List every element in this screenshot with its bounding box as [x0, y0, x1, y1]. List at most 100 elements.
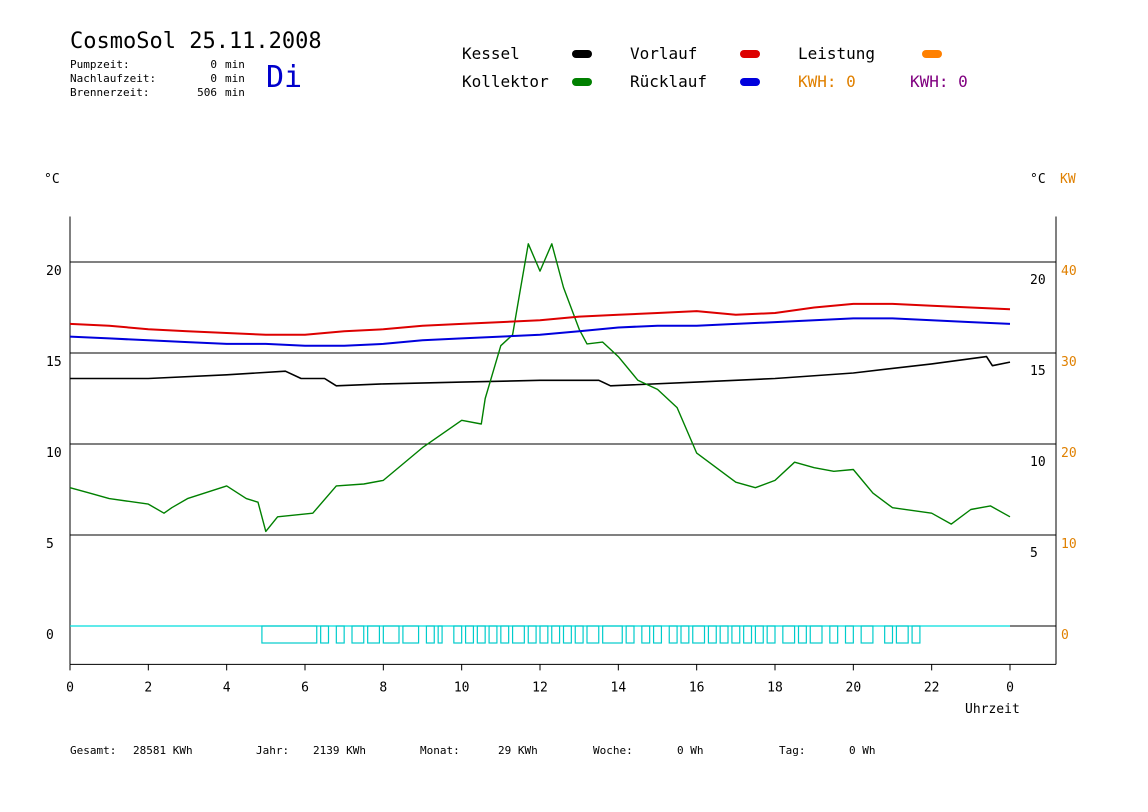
x-tick-label: 22 — [924, 680, 940, 695]
total-value: 0 Wh — [677, 744, 704, 757]
burner-block — [488, 625, 498, 644]
burner-block — [261, 625, 318, 644]
y-right-tick-label: 20 — [1030, 273, 1046, 288]
burner-block — [809, 625, 823, 644]
burner-block — [680, 625, 690, 644]
burner-block — [652, 625, 663, 644]
x-axis-label: Uhrzeit — [965, 702, 1020, 717]
y-left-tick-label: 15 — [46, 355, 62, 370]
legend-label: Vorlauf — [630, 44, 698, 63]
series-line-vorlauf — [69, 302, 1011, 336]
total-value: 29 KWh — [498, 744, 538, 757]
legend-swatch — [740, 50, 760, 58]
burner-block — [335, 625, 345, 644]
stat-value: 0 — [210, 58, 217, 71]
burner-block — [668, 625, 678, 644]
burner-block — [829, 625, 839, 644]
burner-block — [911, 625, 921, 644]
burner-block — [511, 625, 525, 644]
stat-unit: min — [225, 58, 245, 71]
burner-block — [562, 625, 572, 644]
stat-unit: min — [225, 86, 245, 99]
stat-label: Pumpzeit: — [70, 58, 130, 71]
burner-block — [602, 625, 623, 644]
burner-block — [464, 625, 475, 644]
y-right-tick-label: 5 — [1030, 546, 1038, 561]
x-tick-label: 0 — [1006, 680, 1014, 695]
kwh-readout: KWH: 0 — [910, 72, 968, 91]
y-kw-tick-label: 20 — [1061, 446, 1077, 461]
y-kw-tick-label: 10 — [1061, 537, 1077, 552]
total-label: Gesamt: — [70, 744, 117, 757]
total-value: 2139 KWh — [313, 744, 366, 757]
y-kw-tick-label: 40 — [1061, 264, 1077, 279]
total-label: Tag: — [779, 744, 806, 757]
right-kw-axis-unit: KW — [1060, 172, 1076, 187]
legend-swatch — [922, 50, 942, 58]
x-tick-label: 20 — [846, 680, 862, 695]
burner-block — [782, 625, 796, 644]
y-right-tick-label: 10 — [1030, 455, 1046, 470]
total-value: 28581 KWh — [133, 744, 193, 757]
burner-block — [797, 625, 807, 644]
stat-row: Brennerzeit: 506 min — [70, 86, 290, 100]
kwh-readout: KWH: 0 — [798, 72, 856, 91]
burner-block — [320, 625, 330, 644]
stat-value: 506 — [197, 86, 217, 99]
total-label: Woche: — [593, 744, 633, 757]
burner-block — [551, 625, 561, 644]
y-kw-tick-label: 0 — [1061, 628, 1069, 643]
stat-label: Brennerzeit: — [70, 86, 150, 99]
total-label: Monat: — [420, 744, 460, 757]
right-axis-unit: °C — [1030, 172, 1046, 187]
legend-label: Leistung — [798, 44, 876, 63]
x-tick-label: 14 — [611, 680, 627, 695]
burner-block — [425, 625, 435, 644]
burner-block — [692, 625, 706, 644]
burner-block — [743, 625, 753, 644]
stat-row: Pumpzeit: 0 min — [70, 58, 290, 72]
x-tick-label: 12 — [532, 680, 548, 695]
burner-block — [453, 625, 463, 644]
burner-block — [625, 625, 635, 644]
burner-block — [476, 625, 486, 644]
total-value: 0 Wh — [849, 744, 876, 757]
y-kw-tick-label: 30 — [1061, 355, 1077, 370]
burner-block — [731, 625, 741, 644]
series-line-kessel — [70, 355, 1011, 387]
legend-swatch — [572, 78, 592, 86]
x-tick-label: 18 — [767, 680, 783, 695]
legend-swatch — [572, 50, 592, 58]
weekday-label: Di — [266, 60, 303, 95]
legend-swatch — [740, 78, 760, 86]
total-label: Jahr: — [256, 744, 290, 757]
legend-label: Rücklauf — [630, 72, 708, 91]
burner-block — [719, 625, 729, 644]
series-line-rcklauf — [69, 317, 1011, 347]
left-axis-unit: °C — [44, 172, 60, 187]
y-right-tick-label: 15 — [1030, 364, 1046, 379]
burner-block — [860, 625, 874, 644]
burner-block — [754, 625, 764, 644]
x-tick-label: 0 — [66, 680, 74, 695]
burner-block — [707, 625, 717, 644]
burner-block — [402, 625, 420, 644]
burner-block — [527, 625, 537, 644]
x-tick-label: 6 — [301, 680, 309, 695]
x-tick-label: 10 — [454, 680, 470, 695]
burner-block — [895, 625, 909, 644]
burner-block — [844, 625, 854, 644]
burner-block — [766, 625, 776, 644]
series-line-kollektor — [69, 243, 1011, 533]
y-left-tick-label: 20 — [46, 264, 62, 279]
stat-value: 0 — [210, 72, 217, 85]
burner-block — [539, 625, 549, 644]
x-tick-label: 2 — [144, 680, 152, 695]
x-tick-label: 4 — [223, 680, 231, 695]
burner-block — [884, 625, 894, 644]
burner-block — [500, 625, 510, 644]
burner-block — [586, 625, 600, 644]
stat-unit: min — [225, 72, 245, 85]
y-left-tick-label: 5 — [46, 537, 54, 552]
